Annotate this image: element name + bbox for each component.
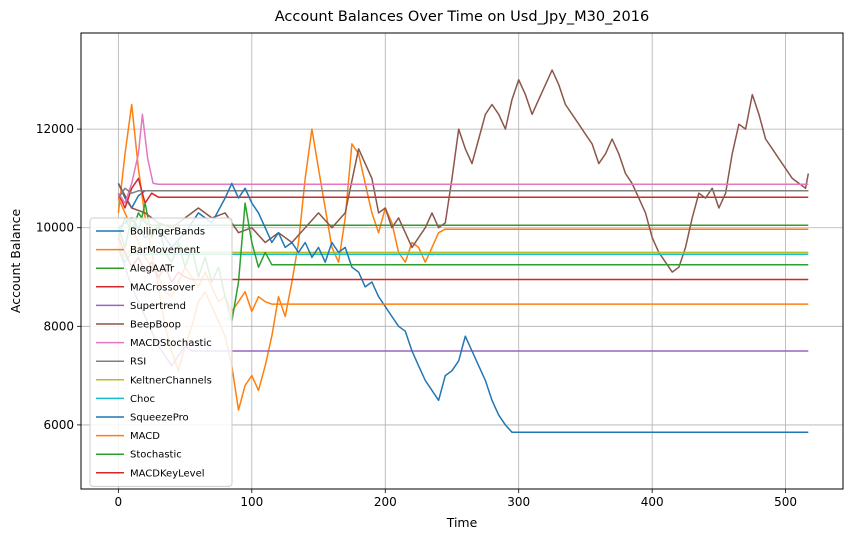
y-tick-label: 8000 — [43, 319, 74, 333]
legend-label: MACrossover — [130, 282, 196, 293]
legend-label: MACDStochastic — [130, 338, 212, 349]
legend-item: BarMovement — [96, 245, 200, 256]
legend-item: BollingerBands — [96, 227, 205, 238]
legend-item: MACDKeyLevel — [96, 468, 205, 479]
x-tick-label: 200 — [374, 495, 397, 509]
y-tick-label: 10000 — [36, 221, 74, 235]
legend-item: Supertrend — [96, 301, 186, 312]
x-tick-label: 300 — [507, 495, 530, 509]
legend-item: MACDStochastic — [96, 338, 212, 349]
legend-label: Supertrend — [130, 301, 186, 312]
x-axis-title: Time — [446, 515, 478, 530]
series-line-squeezepro — [117, 182, 809, 434]
legend-label: BeepBoop — [130, 320, 181, 331]
y-tick-label: 6000 — [43, 418, 74, 432]
legend-item: AlegAATr — [96, 264, 175, 275]
axis-ticks: 0 100 200 300 400 500 6000 8000 10000 12000 — [36, 122, 797, 509]
legend-label: MACDKeyLevel — [130, 468, 205, 479]
legend-label: AlegAATr — [130, 264, 175, 275]
legend-item: MACrossover — [96, 282, 196, 293]
y-tick-label: 12000 — [36, 122, 74, 136]
legend-label: Stochastic — [130, 450, 182, 461]
series-line-beepboop — [117, 69, 810, 273]
legend-item: MACD — [96, 431, 160, 442]
legend-label: SqueezePro — [130, 413, 189, 424]
series-line-rsi — [117, 187, 809, 199]
legend-label: BollingerBands — [130, 227, 205, 238]
x-tick-label: 500 — [774, 495, 797, 509]
legend-label: KeltnerChannels — [130, 375, 212, 386]
legend-item: BeepBoop — [96, 320, 181, 331]
legend-item: RSI — [96, 357, 146, 368]
legend: BollingerBands BarMovement AlegAATr MACross… — [89, 217, 233, 487]
legend-item: KeltnerChannels — [96, 375, 212, 386]
series-line-macdstochastic — [117, 113, 809, 204]
legend-item: SqueezePro — [96, 413, 189, 424]
legend-item: Choc — [96, 394, 155, 405]
chart-title: Account Balances Over Time on Usd_Jpy_M3… — [275, 9, 649, 25]
legend-items: BollingerBands BarMovement AlegAATr MACross… — [96, 227, 212, 479]
legend-box — [89, 217, 233, 487]
plot-frame — [80, 32, 844, 490]
legend-label: Choc — [130, 394, 155, 405]
legend-label: RSI — [130, 357, 146, 368]
x-tick-label: 100 — [240, 495, 263, 509]
legend-item: Stochastic — [96, 450, 182, 461]
y-axis-title: Account Balance — [8, 209, 23, 314]
legend-label: BarMovement — [130, 245, 200, 256]
x-tick-label: 0 — [115, 495, 123, 509]
legend-label: MACD — [130, 431, 160, 442]
x-tick-label: 400 — [641, 495, 664, 509]
